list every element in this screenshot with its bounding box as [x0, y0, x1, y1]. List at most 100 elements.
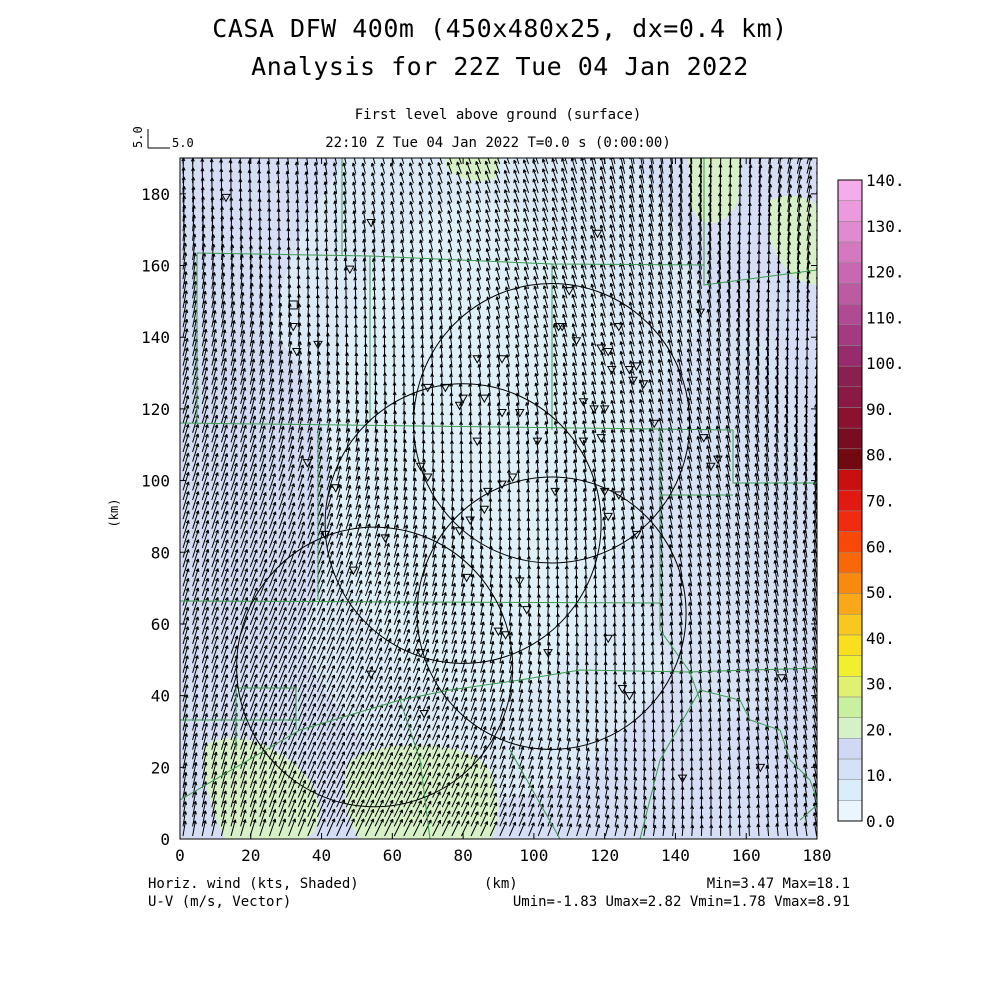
colorbar-swatch	[837, 241, 863, 263]
range-ring-1	[413, 282, 691, 564]
radar-site-triangle-icon	[599, 487, 610, 497]
site-square-icon	[288, 300, 298, 310]
radar-site-triangle-icon	[313, 340, 323, 350]
radar-site-triangle-icon	[472, 355, 483, 364]
radar-site-triangle-icon	[638, 380, 649, 389]
radar-site-triangle-icon	[613, 322, 624, 332]
x-tick-label: 20	[241, 846, 260, 865]
colorbar-swatch	[837, 179, 863, 201]
radar-site-triangle-icon	[479, 505, 490, 515]
colorbar-label: 70.	[866, 492, 895, 511]
radar-site-triangle-icon	[564, 287, 575, 296]
colorbar-swatch	[837, 572, 863, 594]
ref-vector-u-label: 5.0	[172, 136, 194, 150]
radar-site-triangle-icon	[483, 487, 493, 497]
radar-site-triangle-icon	[302, 459, 313, 468]
radar-site-triangle-icon	[521, 606, 532, 615]
colorbar-swatch	[837, 427, 863, 450]
radar-site-triangle-icon	[415, 462, 426, 472]
radar-site-triangle-icon	[543, 649, 553, 658]
radar-site-triangle-icon	[713, 455, 723, 465]
y-tick-label: 100	[141, 472, 170, 491]
radar-sites	[221, 193, 787, 784]
colorbar-swatch	[837, 262, 863, 284]
colorbar-swatch	[837, 510, 863, 532]
colorbar-swatch	[837, 283, 863, 305]
radar-site-triangle-icon	[589, 405, 599, 414]
radar-site-triangle-icon	[500, 631, 511, 640]
y-axis-label: (km)	[107, 499, 121, 528]
radar-site-triangle-icon	[221, 193, 231, 203]
radar-site-triangle-icon	[380, 534, 391, 543]
colorbar: 0.0 10. 20. 30. 40. 50. 60. 70. 80. 90. 100. 110. 12…	[837, 171, 905, 831]
radar-site-triangle-icon	[288, 322, 299, 332]
x-tick-label: 40	[312, 846, 331, 865]
chart-subtitle: Analysis for 22Z Tue 04 Jan 2022	[251, 52, 749, 81]
radar-site-triangle-icon	[677, 774, 688, 784]
radar-site-triangle-icon	[695, 308, 706, 318]
radar-site-triangle-icon	[320, 530, 330, 540]
radar-site-triangle-icon	[422, 383, 433, 393]
y-tick-label: 60	[151, 615, 170, 634]
x-tick-label: 120	[590, 846, 619, 865]
axes: 0 20 40 60 80 100 120 140 160 180 0 20 40 60 80 100 120 1…	[141, 158, 831, 865]
radar-site-triangle-icon	[440, 383, 451, 393]
radar-site-triangle-icon	[606, 365, 617, 375]
range-ring-3	[236, 526, 514, 808]
radar-site-triangle-icon	[348, 566, 359, 576]
radar-site-triangle-icon	[465, 516, 476, 526]
colorbar-frame	[837, 179, 863, 822]
radar-site-triangle-icon	[578, 398, 589, 407]
colorbar-swatch	[837, 489, 863, 512]
colorbar-label: 140.	[866, 171, 905, 190]
colorbar-swatch	[837, 407, 863, 429]
ref-vector-v-label: 5.0	[131, 126, 145, 148]
radar-site-triangle-icon	[592, 229, 603, 239]
x-axis-label: (km)	[484, 876, 518, 892]
radar-site-triangle-icon	[578, 437, 589, 447]
radar-site-triangle-icon	[617, 684, 628, 694]
x-tick-label: 60	[383, 846, 402, 865]
colorbar-swatch	[837, 551, 863, 574]
colorbar-swatch	[837, 758, 863, 780]
x-tick-label: 100	[519, 846, 548, 865]
colorbar-label: 10.	[866, 766, 895, 785]
colorbar-swatch	[837, 345, 863, 367]
county-boundaries	[180, 158, 817, 839]
footer-left-2: U-V (m/s, Vector)	[148, 894, 292, 910]
radar-site-triangle-icon	[493, 627, 504, 637]
radar-site-triangle-icon	[553, 322, 564, 332]
radar-site-triangle-icon	[532, 437, 543, 447]
colorbar-label: 30.	[866, 675, 895, 694]
radar-site-triangle-icon	[330, 484, 341, 493]
radar-site-triangle-icon	[497, 408, 507, 418]
radar-site-triangle-icon	[461, 573, 472, 583]
radar-site-triangle-icon	[603, 634, 614, 644]
plot-frame	[179, 157, 818, 840]
radar-site-triangle-icon	[514, 408, 525, 418]
x-tick-label: 180	[803, 846, 832, 865]
colorbar-label: 120.	[866, 263, 905, 282]
x-tick-label: 160	[732, 846, 761, 865]
radar-site-triangle-icon	[698, 434, 709, 443]
radar-site-triangle-icon	[624, 365, 635, 375]
colorbar-swatch	[837, 469, 863, 491]
colorbar-label: 100.	[866, 354, 905, 373]
colorbar-swatch	[837, 613, 863, 636]
footer-left-1: Horiz. wind (kts, Shaded)	[148, 876, 359, 892]
radar-site-triangle-icon	[776, 674, 787, 683]
radar-site-triangle-icon	[422, 473, 433, 483]
colorbar-swatch	[837, 593, 863, 615]
range-ring-2	[324, 383, 602, 664]
radar-site-triangle-icon	[345, 265, 355, 275]
level-label: First level above ground (surface)	[354, 107, 642, 123]
y-tick-label: 0	[160, 830, 170, 849]
colorbar-swatch	[837, 779, 863, 801]
y-tick-label: 140	[141, 328, 170, 347]
radar-site-triangle-icon	[454, 401, 465, 411]
time-label: 22:10 Z Tue 04 Jan 2022 T=0.0 s (0:00:00…	[325, 135, 671, 151]
x-tick-label: 140	[661, 846, 690, 865]
colorbar-swatch	[837, 531, 863, 553]
colorbar-label: 20.	[866, 720, 895, 739]
colorbar-swatch	[837, 717, 863, 739]
